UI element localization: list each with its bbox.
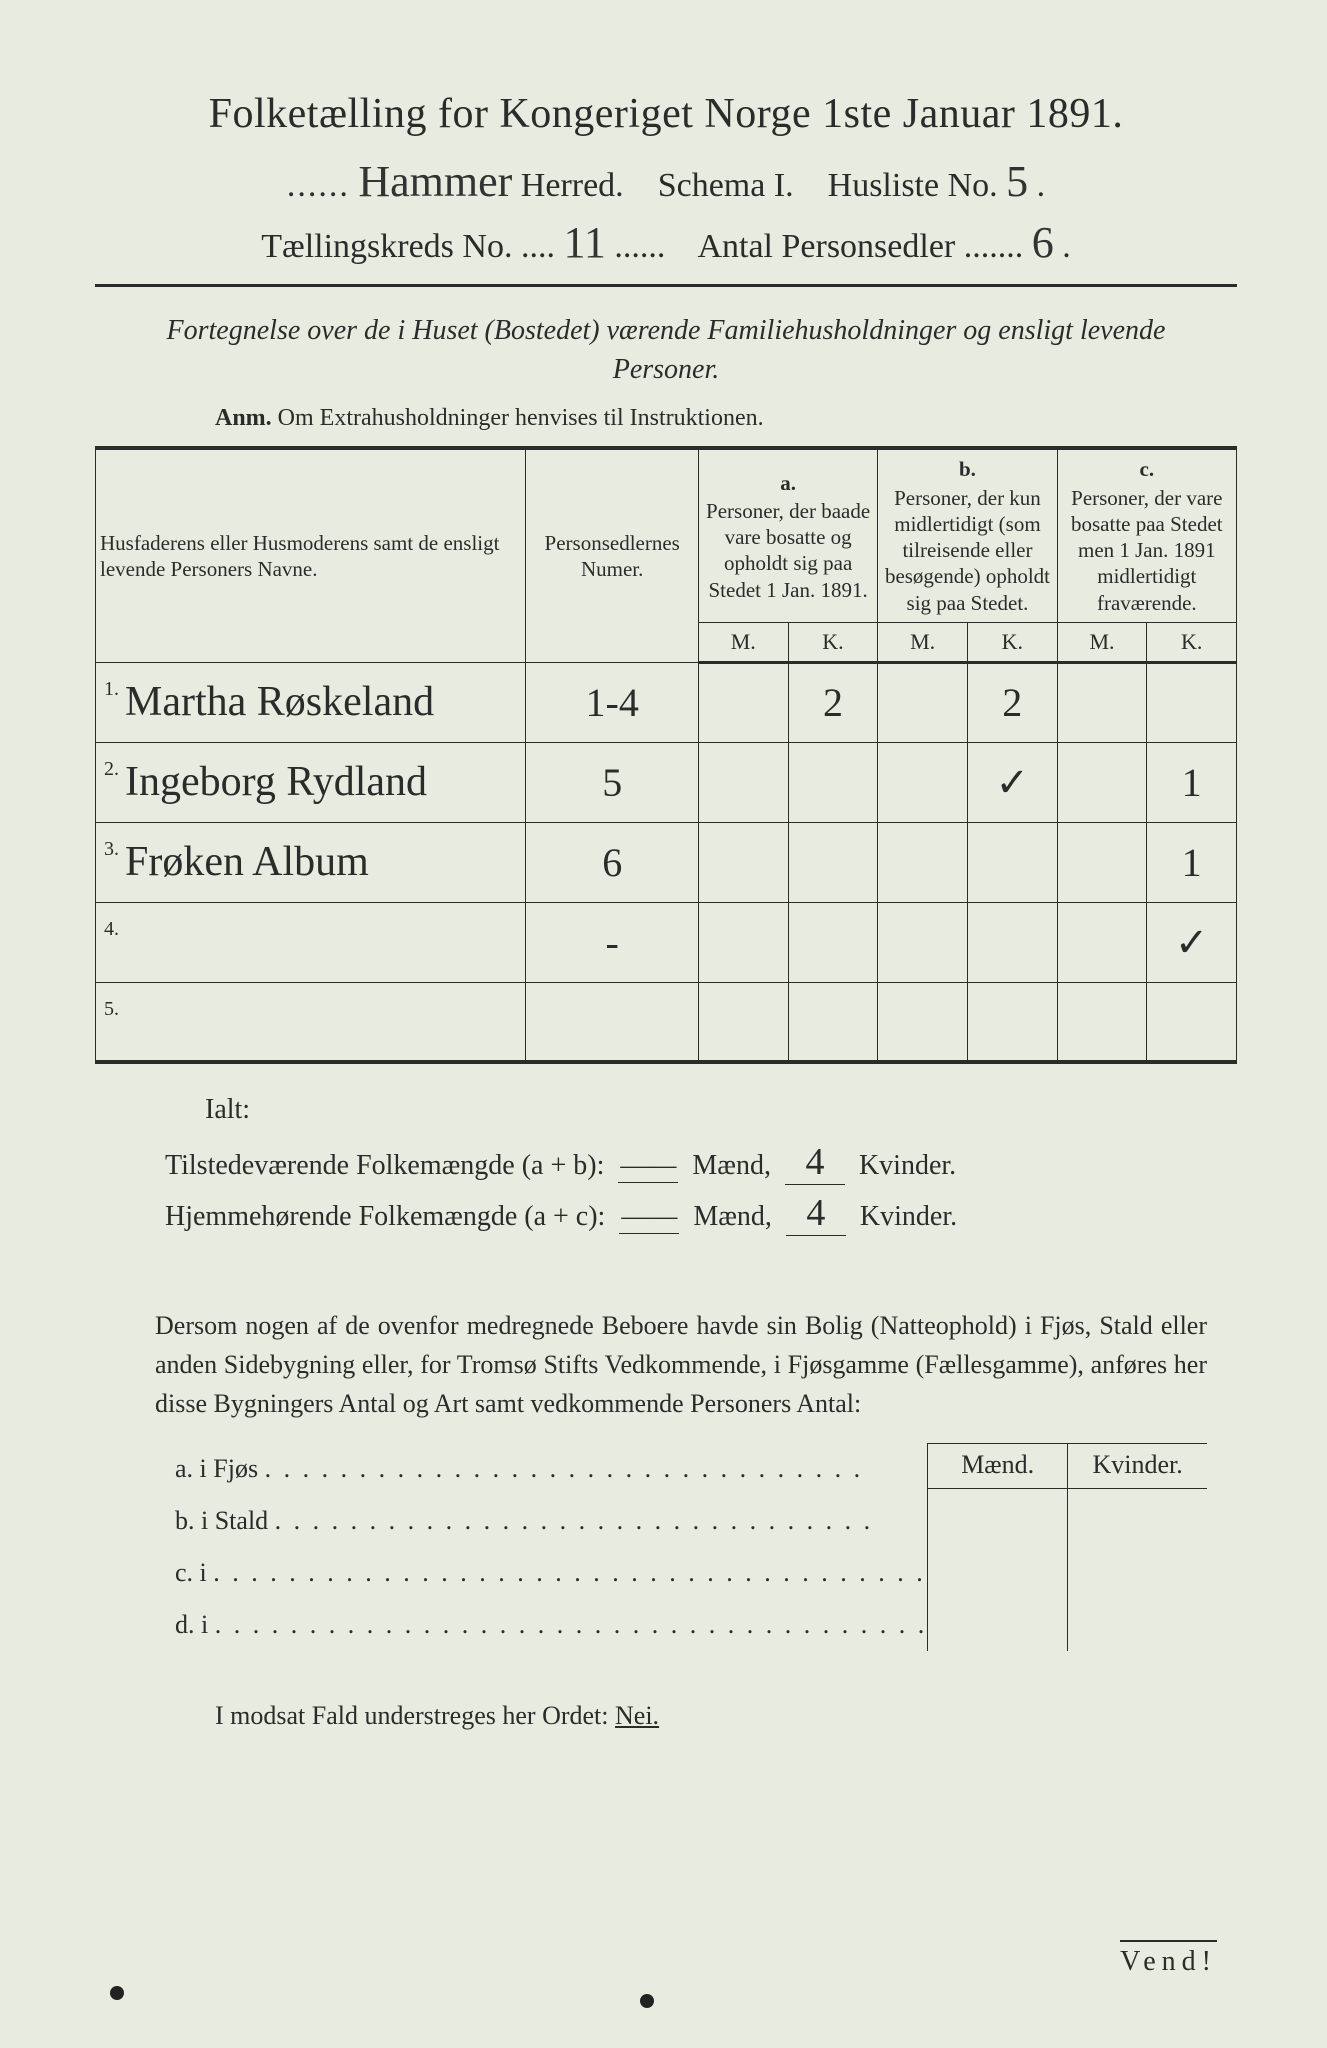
sum-maend: —— <box>619 1201 679 1234</box>
sum-label: Hjemmehørende Folkemængde (a + c): <box>165 1201 605 1232</box>
dots: . . . . . . . . . . . . . . . . . . . . … <box>215 1610 928 1639</box>
side-row-d: d. i <box>175 1610 208 1639</box>
hdr-a: a. Personer, der baade vare bosatte og o… <box>698 448 877 622</box>
pin-icon <box>640 1994 654 2008</box>
dersom-paragraph: Dersom nogen af de ovenfor medregnede Be… <box>155 1306 1207 1423</box>
modsat-pre: I modsat Fald understreges her Ordet: <box>215 1701 615 1730</box>
cell: 1 <box>1182 760 1202 805</box>
row-num: 4. <box>104 918 119 940</box>
page-title: Folketælling for Kongeriget Norge 1ste J… <box>95 90 1237 138</box>
hdr-b-txt: Personer, der kun midlertidigt (som tilr… <box>885 486 1050 615</box>
hdr-m: M. <box>698 622 788 662</box>
side-row-c: c. i <box>175 1558 207 1587</box>
dots: . . . . . . . . . . . . . . . . . . . . … <box>265 1454 864 1483</box>
kreds-line: Tællingskreds No. .... 11 ...... Antal P… <box>95 217 1237 268</box>
cell: 2 <box>1002 680 1022 725</box>
modsat-line: I modsat Fald understreges her Ordet: Ne… <box>215 1701 1237 1731</box>
summary-ab: Tilstedeværende Folkemængde (a + b): —— … <box>165 1140 1237 1185</box>
husliste-label: Husliste No. <box>828 167 998 204</box>
herred-value: Hammer <box>358 156 512 207</box>
side-kvinder: Kvinder. <box>1068 1443 1207 1489</box>
dots: . . . . . . . . . . . . . . . . . . . . … <box>213 1558 926 1587</box>
antal-suffix: . <box>1062 228 1071 265</box>
dots: .... <box>521 228 555 265</box>
sum-kv-lbl: Kvinder. <box>860 1201 957 1232</box>
cell: 1-4 <box>586 680 639 725</box>
census-form-page: Folketælling for Kongeriget Norge 1ste J… <box>0 0 1327 2048</box>
table-row: 1. Martha Røskeland 1-4 2 2 <box>96 662 1237 742</box>
herred-line: ...... Hammer Herred. Schema I. Husliste… <box>95 156 1237 207</box>
hdr-k: K. <box>1147 622 1237 662</box>
cell: ✓ <box>1175 920 1209 965</box>
anm-line: Anm. Om Extrahusholdninger henvises til … <box>215 405 1237 432</box>
hdr-b-lbl: b. <box>882 456 1052 482</box>
hdr-k: K. <box>967 622 1057 662</box>
vend-label: Vend! <box>1120 1940 1217 1978</box>
hdr-k: K. <box>788 622 878 662</box>
kreds-label: Tællingskreds No. <box>261 228 512 265</box>
table-row: 4. - ✓ <box>96 902 1237 982</box>
schema-label: Schema I. <box>658 167 794 204</box>
fortegnelse-text: Fortegnelse over de i Huset (Bostedet) v… <box>135 311 1197 389</box>
census-table: Husfaderens eller Husmoderens samt de en… <box>95 446 1237 1064</box>
sum-label: Tilstedeværende Folkemængde (a + b): <box>165 1150 604 1181</box>
pin-icon <box>110 1986 124 2000</box>
sum-maend: —— <box>618 1150 678 1183</box>
hdr-a-txt: Personer, der baade vare bosatte og opho… <box>706 499 870 602</box>
cell: 5 <box>602 760 622 805</box>
table-row: 2. Ingeborg Rydland 5 ✓ 1 <box>96 742 1237 822</box>
row-name: Martha Røskeland <box>125 679 434 725</box>
summary-ac: Hjemmehørende Folkemængde (a + c): —— Mæ… <box>165 1191 1237 1236</box>
row-name: Ingeborg Rydland <box>125 759 427 805</box>
cell: 6 <box>602 840 622 885</box>
cell: - <box>606 920 619 965</box>
herred-label: Herred. <box>521 167 624 204</box>
row-name: Frøken Album <box>125 839 369 885</box>
hdr-c: c. Personer, der vare bosatte paa Stedet… <box>1057 448 1236 622</box>
cell: 2 <box>823 680 843 725</box>
sum-maend-lbl: Mænd, <box>692 1150 771 1181</box>
ialt-label: Ialt: <box>205 1094 1237 1126</box>
side-row-a: a. i Fjøs <box>175 1454 258 1483</box>
sum-kv-val: 4 <box>806 1192 825 1234</box>
dots: ...... <box>614 228 665 265</box>
anm-bold: Anm. <box>215 405 272 431</box>
hdr-name: Husfaderens eller Husmoderens samt de en… <box>96 448 526 662</box>
side-row-b: b. i Stald <box>175 1506 268 1535</box>
anm-text: Om Extrahusholdninger henvises til Instr… <box>278 405 764 431</box>
hdr-c-txt: Personer, der vare bosatte paa Stedet me… <box>1071 486 1223 615</box>
row-num: 5. <box>104 998 119 1020</box>
hdr-m: M. <box>878 622 968 662</box>
hdr-c-lbl: c. <box>1062 456 1232 482</box>
hdr-m: M. <box>1057 622 1147 662</box>
hdr-num: Personsedlernes Numer. <box>526 448 699 662</box>
antal-label: Antal Personsedler <box>697 228 955 265</box>
table-row: 5. <box>96 982 1237 1062</box>
sidebygning-block: a. i Fjøs . . . . . . . . . . . . . . . … <box>175 1443 1207 1651</box>
dots: ...... <box>287 167 350 204</box>
row-num: 3. <box>104 838 119 860</box>
husliste-suffix: . <box>1037 167 1046 204</box>
row-num: 1. <box>104 678 119 700</box>
cell: ✓ <box>996 760 1030 805</box>
hdr-a-lbl: a. <box>703 470 873 496</box>
cell: 1 <box>1182 840 1202 885</box>
table-row: 3. Frøken Album 6 1 <box>96 822 1237 902</box>
side-maend: Mænd. <box>928 1443 1067 1489</box>
dots: . . . . . . . . . . . . . . . . . . . . … <box>275 1506 874 1535</box>
hdr-b: b. Personer, der kun midlertidigt (som t… <box>878 448 1057 622</box>
divider <box>95 284 1237 287</box>
sidebyg-rows: a. i Fjøs . . . . . . . . . . . . . . . … <box>175 1443 927 1651</box>
modsat-nei: Nei. <box>615 1701 659 1730</box>
sum-maend-lbl: Mænd, <box>693 1201 772 1232</box>
husliste-value: 5 <box>1006 156 1028 207</box>
kreds-value: 11 <box>563 217 605 268</box>
sidebyg-header: Mænd. Kvinder. <box>927 1443 1207 1651</box>
sum-kv-lbl: Kvinder. <box>859 1150 956 1181</box>
dots: ....... <box>964 228 1024 265</box>
sum-kv-val: 4 <box>805 1141 824 1183</box>
row-num: 2. <box>104 758 119 780</box>
antal-value: 6 <box>1032 217 1054 268</box>
